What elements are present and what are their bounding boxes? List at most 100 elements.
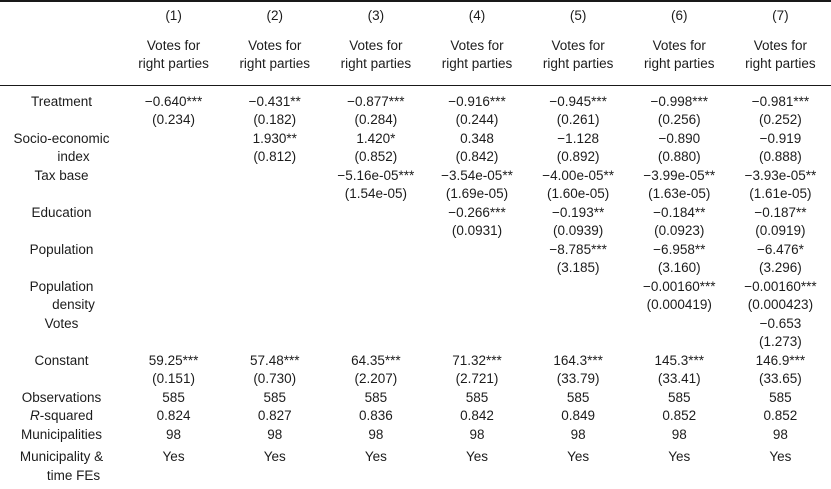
se-cell xyxy=(325,222,426,241)
se-cell xyxy=(224,333,325,352)
dep-var-header: Votes for right parties xyxy=(224,28,325,86)
se-cell: (0.234) xyxy=(152,112,195,127)
stat-cell: Yes xyxy=(567,449,590,464)
coef-row: Population −8.785*** −6.958** −6.476* xyxy=(0,241,831,260)
se-cell xyxy=(224,259,325,278)
dep-var-row: Votes for right parties Votes for right par… xyxy=(0,28,831,86)
row-label: Treatment xyxy=(30,93,93,109)
stat-cell: 0.852 xyxy=(763,408,798,423)
dep-var-header: Votes for right parties xyxy=(730,28,831,86)
coef-cell: −0.187** xyxy=(754,204,807,220)
se-row: (0.0931) (0.0939) (0.0923) (0.0919) xyxy=(0,222,831,241)
coef-cell: 145.3*** xyxy=(654,352,705,368)
coef-row: Constant 59.25*** 57.48*** 64.35*** 71.32***… xyxy=(0,352,831,371)
empty-cell xyxy=(123,467,224,489)
se-cell xyxy=(426,259,527,278)
se-cell xyxy=(528,333,629,352)
coef-cell xyxy=(325,315,426,334)
coef-cell: −0.653 xyxy=(759,315,802,331)
row-label-continued xyxy=(0,333,123,352)
se-cell xyxy=(224,185,325,204)
coef-cell: −0.193** xyxy=(552,204,605,220)
se-cell: (0.182) xyxy=(253,112,297,127)
row-label: Population xyxy=(29,241,94,257)
column-number: (4) xyxy=(468,8,486,23)
se-cell: (1.61e-05) xyxy=(749,186,812,201)
se-cell: (0.000423) xyxy=(747,297,814,312)
coef-cell: −0.945*** xyxy=(549,93,607,109)
se-cell: (1.63e-05) xyxy=(648,186,711,201)
se-cell xyxy=(123,185,224,204)
coef-row: Votes −0.653 xyxy=(0,315,831,334)
coef-cell: −3.93e-05** xyxy=(744,167,817,183)
coef-cell: −3.99e-05** xyxy=(643,167,716,183)
row-label-continued xyxy=(0,111,123,130)
stat-cell: Yes xyxy=(263,449,286,464)
se-cell: (0.880) xyxy=(657,149,701,164)
se-cell xyxy=(426,296,527,315)
dep-var-line-2: right parties xyxy=(745,55,816,71)
stat-cell: 98 xyxy=(469,426,485,442)
se-cell xyxy=(123,296,224,315)
coef-cell: 64.35*** xyxy=(351,352,401,368)
empty-cell xyxy=(426,467,527,489)
se-cell: (33.79) xyxy=(556,371,600,386)
se-cell: (0.284) xyxy=(354,112,398,127)
se-cell: (0.244) xyxy=(455,112,499,127)
stat-cell: Yes xyxy=(465,449,488,464)
se-cell xyxy=(325,296,426,315)
row-label: Constant xyxy=(34,352,89,368)
stat-label-continued: time FEs xyxy=(46,467,101,483)
stat-row: Observations 585 585 585 585 585 585 585 xyxy=(0,389,831,408)
se-cell: (33.65) xyxy=(759,371,802,386)
dep-var-line-1: Votes for xyxy=(652,37,706,53)
coef-cell xyxy=(325,278,426,297)
row-label: Population xyxy=(29,278,94,294)
row-label-continued xyxy=(0,259,123,278)
coef-cell: −0.431** xyxy=(248,93,301,109)
se-cell: (3.160) xyxy=(657,260,701,275)
coef-cell: 1.930** xyxy=(252,130,297,146)
coef-cell: 59.25*** xyxy=(148,352,199,368)
empty-cell xyxy=(224,467,325,489)
coef-cell xyxy=(123,130,224,149)
se-cell xyxy=(629,333,730,352)
column-number: (5) xyxy=(569,8,587,23)
stat-cell: 98 xyxy=(570,426,586,442)
stat-label-continuation-row: time FEs xyxy=(0,467,831,489)
coef-cell: −5.16e-05*** xyxy=(337,167,415,183)
se-cell: (0.888) xyxy=(759,149,802,164)
se-cell: (0.812) xyxy=(253,149,297,164)
se-row: (1.273) xyxy=(0,333,831,352)
stat-row: R-squared 0.824 0.827 0.836 0.842 0.849 0.852 0… xyxy=(0,407,831,426)
coef-cell: −0.919 xyxy=(759,130,802,146)
se-cell: (1.273) xyxy=(759,334,802,349)
se-cell xyxy=(325,259,426,278)
coef-cell xyxy=(123,167,224,186)
column-number: (1) xyxy=(165,8,182,23)
se-cell: (0.0939) xyxy=(552,223,604,238)
se-cell xyxy=(224,296,325,315)
dep-var-header: Votes for right parties xyxy=(629,28,730,86)
dep-var-line-1: Votes for xyxy=(146,37,201,53)
se-row: (3.185) (3.160) (3.296) xyxy=(0,259,831,278)
coef-cell: −0.998*** xyxy=(650,93,708,109)
coef-cell: −4.00e-05** xyxy=(542,167,614,183)
coef-cell xyxy=(123,315,224,334)
coef-cell: −0.00160*** xyxy=(744,278,817,294)
column-numbers-row: (1) (2) (3) (4) (5) (6) (7) xyxy=(0,1,831,28)
stat-cell: 0.849 xyxy=(561,408,596,423)
dep-var-line-1: Votes for xyxy=(450,37,504,53)
se-row: (1.54e-05) (1.69e-05) (1.60e-05) (1.63e-05)… xyxy=(0,185,831,204)
row-label-continued xyxy=(0,185,123,204)
dep-var-line-1: Votes for xyxy=(753,37,808,53)
row-label-continued xyxy=(0,222,123,241)
stat-label-italic-prefix: R xyxy=(29,408,40,423)
stat-cell: 585 xyxy=(769,389,792,405)
coef-cell: −6.476* xyxy=(756,241,804,257)
stat-cell: 0.842 xyxy=(460,408,494,423)
se-cell: (1.69e-05) xyxy=(445,186,509,201)
stat-cell: Yes xyxy=(668,449,691,464)
coef-cell: 164.3*** xyxy=(553,352,603,368)
